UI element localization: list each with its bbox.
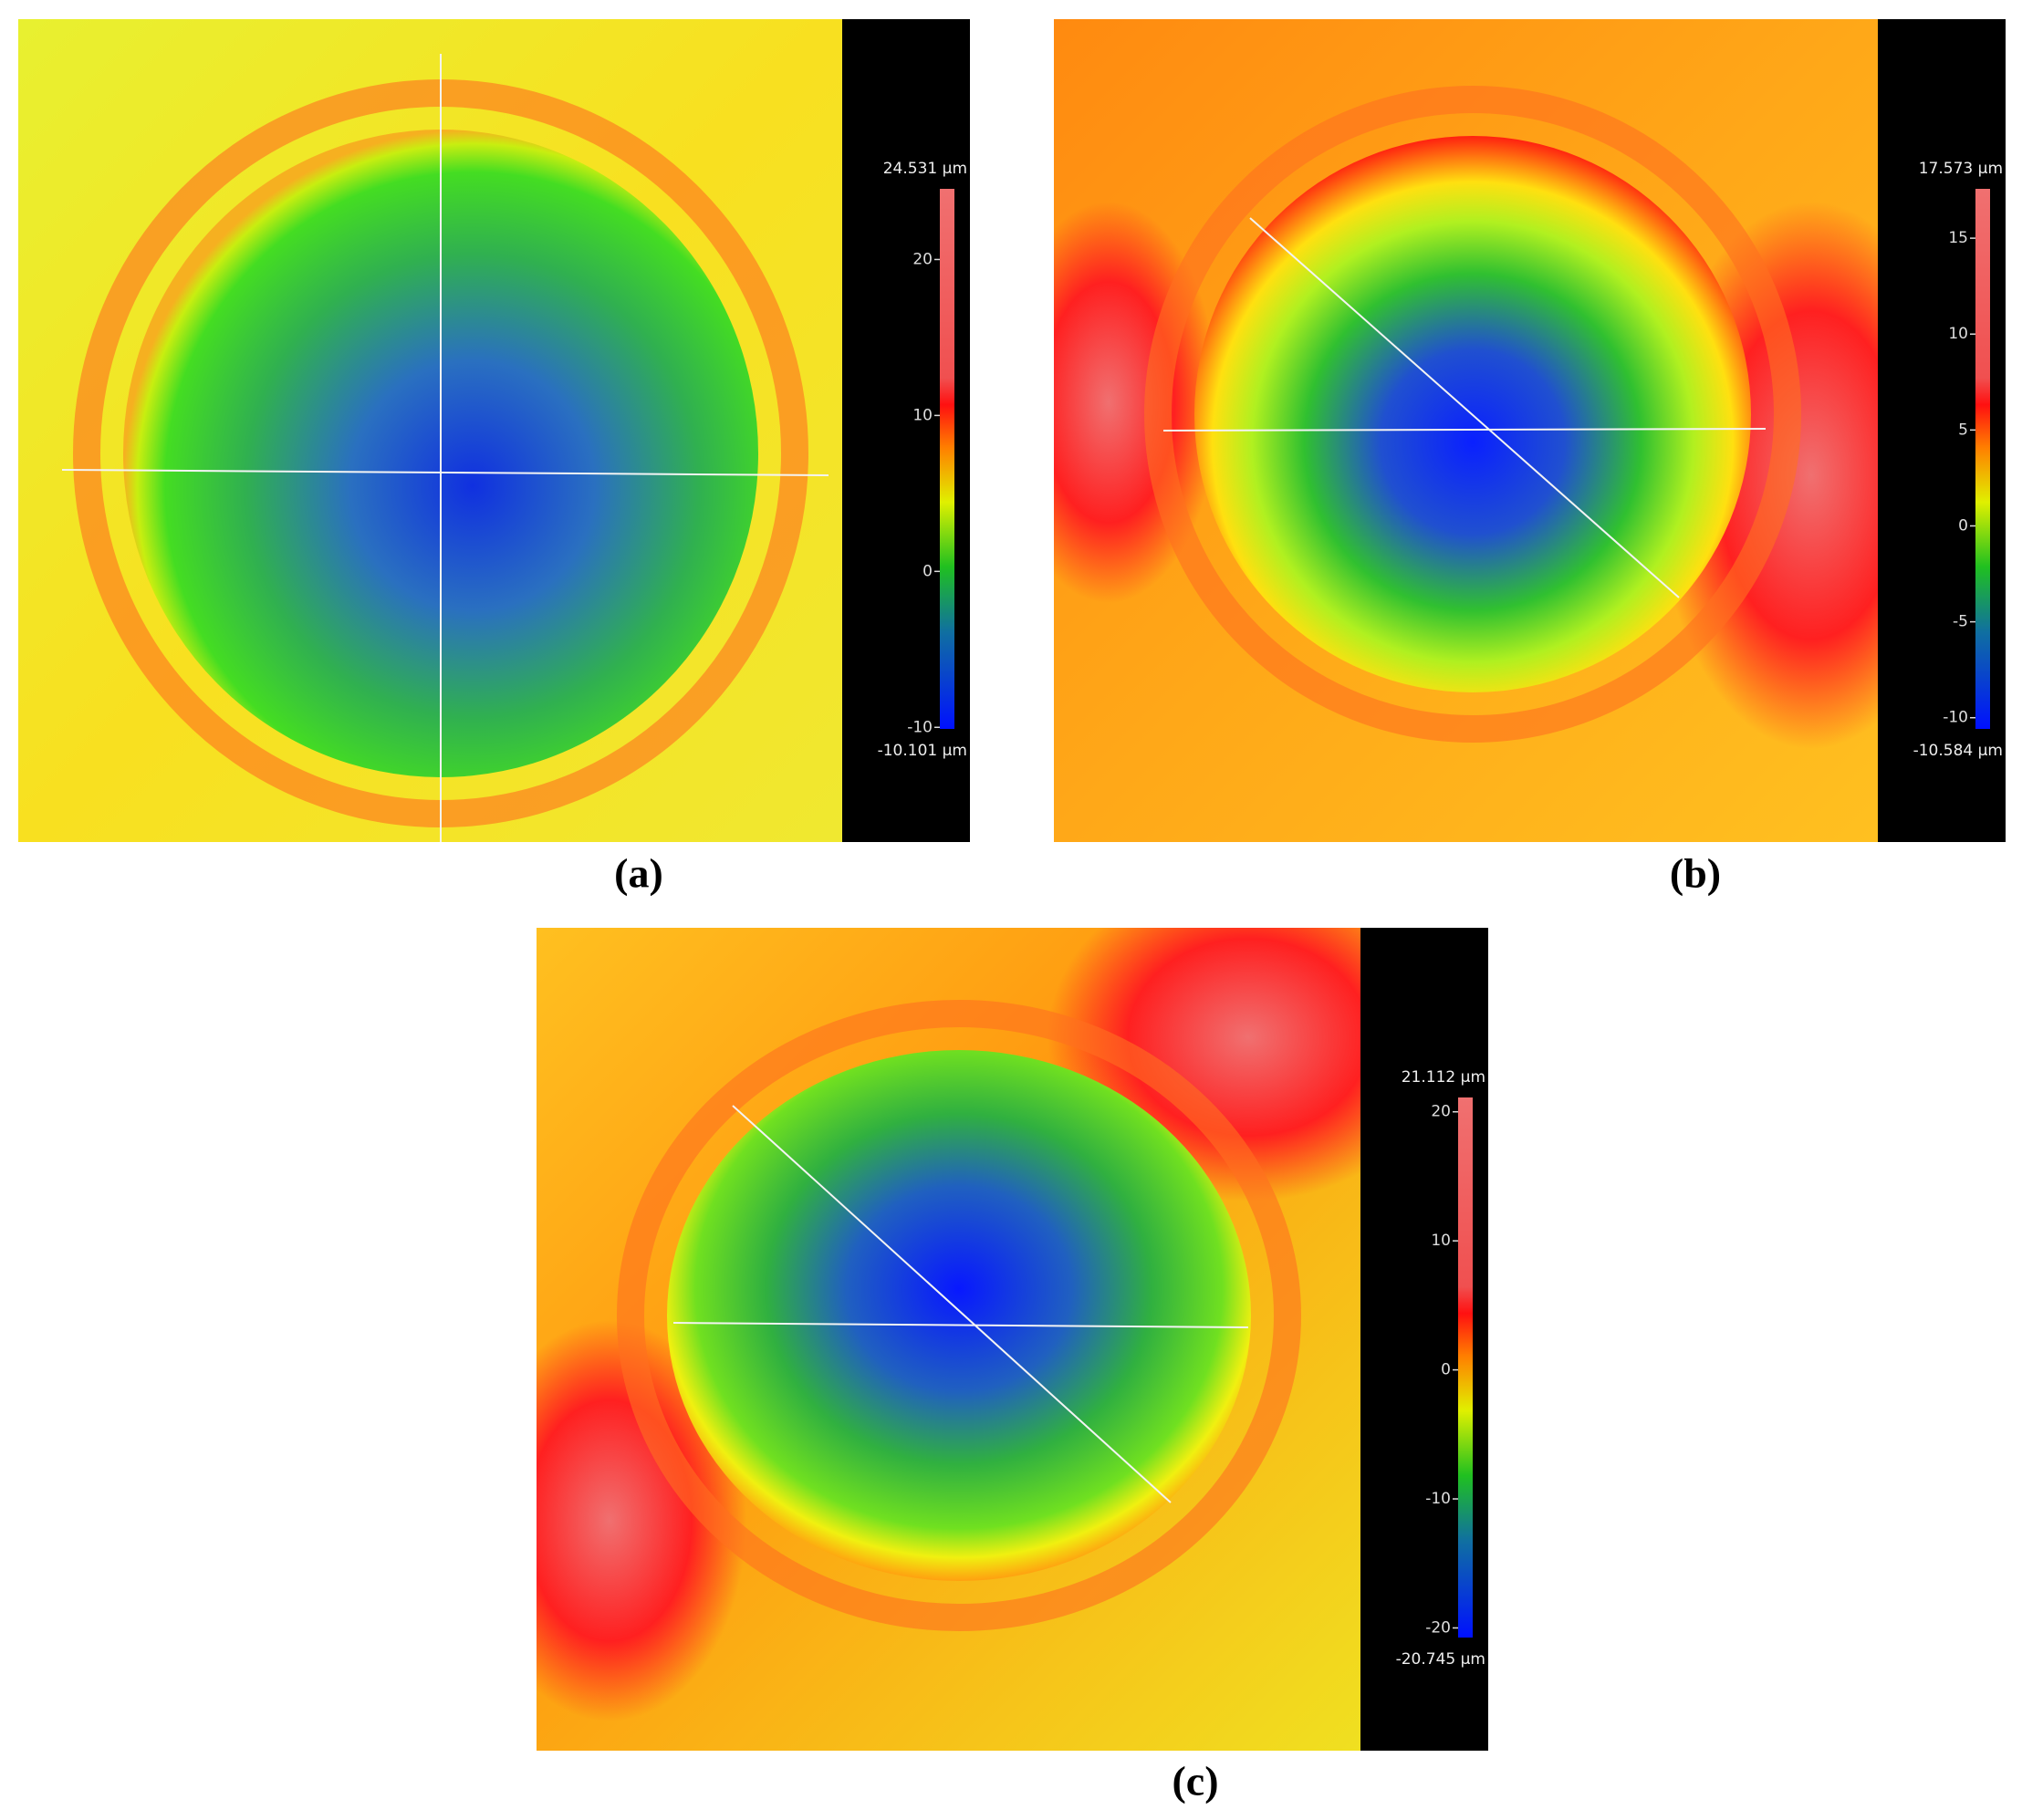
colorbar (940, 189, 954, 729)
colorbar-tick-label: 5 (1958, 421, 1968, 439)
colorbar-tick-label: 10 (912, 406, 933, 424)
colorbar-tick-label: 0 (1958, 516, 1968, 535)
colorbar-min: -20.745 µm (1396, 1650, 1485, 1669)
colorbar-tick-label: 0 (922, 562, 933, 580)
colorbar-min: -10.101 µm (878, 742, 967, 760)
height-map (18, 19, 842, 842)
colorbar-tick-label: -5 (1953, 613, 1968, 631)
crater-rim (617, 1000, 1301, 1631)
colorbar-tick-label: -20 (1425, 1618, 1451, 1637)
height-map (1054, 19, 1878, 842)
profile-line (61, 469, 829, 476)
colorbar-tick-label: 0 (1441, 1361, 1451, 1379)
colorbar-tick-label: 15 (1948, 229, 1968, 247)
colorbar (1458, 1097, 1473, 1638)
colorbar-tick-label: 10 (1431, 1232, 1451, 1250)
profile-line (1162, 428, 1767, 432)
colorbar-max: 21.112 µm (1402, 1068, 1485, 1087)
crater-rim (1144, 86, 1801, 743)
panel-label: (a) (614, 850, 663, 897)
profile-line (1249, 217, 1680, 598)
profile-line (732, 1105, 1172, 1503)
colorbar-min: -10.584 µm (1913, 742, 2003, 760)
colorbar (1975, 189, 1990, 729)
colorbar-tick-label: 10 (1948, 325, 1968, 343)
profile-line (672, 1322, 1249, 1328)
colorbar-max: 24.531 µm (883, 160, 967, 178)
colorbar-tick-label: 20 (1431, 1103, 1451, 1121)
height-map-panel: 24.531 µm -10.101 µm -10 0 10 20 (18, 19, 970, 842)
height-map (537, 928, 1360, 1751)
height-map-panel: 17.573 µm -10.584 µm -10 -5 0 5 10 15 (1054, 19, 2006, 842)
panel-label: (c) (1172, 1758, 1218, 1804)
panel-label: (b) (1670, 850, 1721, 897)
colorbar-tick-label: -10 (907, 718, 933, 736)
colorbar-tick-label: -10 (1943, 709, 1968, 727)
height-map-panel: 21.112 µm -20.745 µm -20 -10 0 10 20 (537, 928, 1488, 1751)
colorbar-max: 17.573 µm (1919, 160, 2003, 178)
colorbar-tick-label: -10 (1425, 1490, 1451, 1508)
colorbar-tick-label: 20 (912, 250, 933, 268)
crater (667, 1050, 1251, 1581)
